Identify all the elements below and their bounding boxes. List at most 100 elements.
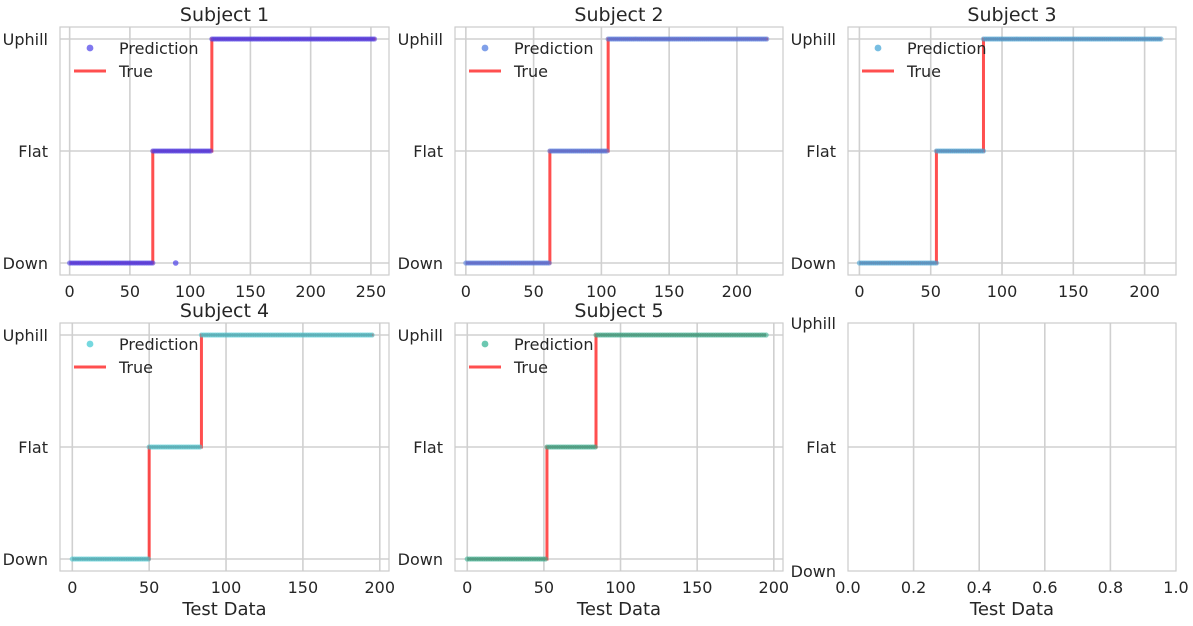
prediction-point — [546, 260, 552, 266]
prediction-series — [856, 36, 1164, 266]
x-tick-label: 150 — [288, 578, 319, 597]
y-tick-label: Uphill — [398, 326, 443, 345]
legend-true-label: True — [118, 358, 153, 377]
x-tick-label: 200 — [365, 578, 396, 597]
x-tick-label: 200 — [759, 578, 790, 597]
subplot-title: Subject 2 — [574, 4, 663, 26]
legend: Prediction True — [469, 39, 593, 81]
y-tick-label: Uphill — [791, 30, 836, 49]
plot-frame — [454, 26, 784, 276]
legend-true-label: True — [513, 62, 548, 81]
x-tick-label: 0 — [67, 578, 77, 597]
subplot-5: 0 50 100 150 200 Down Flat Uphill Prediction True… — [398, 300, 789, 620]
x-tick-label: 100 — [605, 578, 636, 597]
legend-prediction-label: Prediction — [907, 39, 986, 58]
y-tick-label: Down — [791, 254, 836, 273]
subplot-title: Subject 5 — [574, 300, 663, 322]
prediction-series — [463, 36, 770, 266]
x-tick-label: 150 — [1058, 282, 1089, 301]
y-tick-label: Down — [3, 550, 48, 569]
x-tick-label: 200 — [722, 282, 753, 301]
x-tick-label: 0 — [65, 282, 75, 301]
x-tick-label: 50 — [523, 282, 543, 301]
legend-true-label: True — [513, 358, 548, 377]
subplot-title: Subject 1 — [180, 4, 269, 26]
x-tick-label: 0.2 — [901, 578, 926, 597]
x-tick-label: 50 — [534, 578, 554, 597]
prediction-point — [542, 556, 549, 562]
x-tick-label: 0.0 — [835, 578, 860, 597]
plot-frame — [847, 322, 1177, 572]
subplot-1: 0 50 100 150 200 250 Down Flat Uphill Prediction T… — [3, 4, 390, 301]
y-tick-label: Flat — [806, 438, 836, 457]
prediction-point — [604, 148, 610, 154]
x-tick-label: 0.6 — [1032, 578, 1057, 597]
x-tick-label: 50 — [139, 578, 159, 597]
plot-frame — [59, 26, 390, 276]
y-tick-label: Down — [3, 254, 48, 273]
y-tick-label: Uphill — [791, 314, 836, 333]
subplot-title: Subject 4 — [180, 300, 269, 322]
x-tick-label: 0 — [462, 578, 472, 597]
legend-prediction-marker — [481, 340, 489, 348]
plot-frame — [847, 26, 1177, 276]
y-tick-label: Uphill — [3, 326, 48, 345]
x-tick-label: 1.0 — [1163, 578, 1188, 597]
x-tick-label: 150 — [682, 578, 713, 597]
x-tick-label: 100 — [211, 578, 242, 597]
y-tick-label: Flat — [413, 438, 443, 457]
subplot-6: 0.0 0.2 0.4 0.6 0.8 1.0 Down Flat Uphill Test Dat… — [791, 314, 1189, 620]
prediction-point — [763, 332, 769, 338]
y-tick-label: Down — [398, 254, 443, 273]
x-axis-label: Test Data — [969, 599, 1054, 620]
prediction-point — [145, 556, 151, 562]
prediction-point — [197, 444, 203, 450]
prediction-point — [764, 36, 770, 42]
legend-true-label: True — [118, 62, 153, 81]
legend-prediction-marker — [86, 44, 94, 52]
x-tick-label: 50 — [120, 282, 140, 301]
x-tick-label: 200 — [1129, 282, 1160, 301]
prediction-series — [69, 332, 375, 562]
y-tick-label: Down — [398, 550, 443, 569]
legend-prediction-marker — [874, 44, 882, 52]
legend: Prediction True — [74, 335, 198, 377]
x-tick-label: 0.4 — [966, 578, 991, 597]
legend-prediction-label: Prediction — [119, 335, 198, 354]
x-axis-label: Test Data — [181, 599, 266, 620]
prediction-point — [172, 260, 179, 266]
x-tick-label: 0.8 — [1098, 578, 1123, 597]
subplot-2: 0 50 100 150 200 Down Flat Uphill Prediction True… — [398, 4, 784, 301]
subplot-title: Subject 3 — [967, 4, 1056, 26]
y-tick-label: Flat — [806, 142, 836, 161]
legend: Prediction True — [862, 39, 986, 81]
legend-prediction-label: Prediction — [119, 39, 198, 58]
prediction-point — [592, 444, 598, 450]
legend-prediction-label: Prediction — [514, 39, 593, 58]
subplot-3: 0 50 100 150 200 Down Flat Uphill Prediction True… — [791, 4, 1177, 301]
subplot-4: 0 50 100 150 200 Down Flat Uphill Prediction True… — [3, 300, 395, 620]
x-tick-label: 50 — [921, 282, 941, 301]
x-tick-label: 100 — [987, 282, 1018, 301]
legend: Prediction True — [74, 39, 198, 81]
y-tick-label: Flat — [413, 142, 443, 161]
x-axis-label: Test Data — [576, 599, 661, 620]
x-tick-label: 250 — [356, 282, 387, 301]
y-tick-label: Uphill — [398, 30, 443, 49]
plot-frame — [59, 322, 390, 572]
legend-prediction-label: Prediction — [514, 335, 593, 354]
prediction-series — [464, 332, 769, 562]
prediction-point — [150, 260, 156, 266]
x-tick-label: 150 — [235, 282, 266, 301]
prediction-point — [369, 332, 375, 338]
legend-prediction-marker — [86, 340, 94, 348]
x-tick-label: 100 — [586, 282, 617, 301]
prediction-point — [980, 148, 987, 154]
x-tick-label: 0 — [854, 282, 864, 301]
prediction-point — [208, 148, 214, 154]
y-tick-label: Flat — [18, 438, 48, 457]
prediction-series — [67, 36, 378, 266]
legend-true-label: True — [906, 62, 941, 81]
x-tick-label: 100 — [175, 282, 206, 301]
